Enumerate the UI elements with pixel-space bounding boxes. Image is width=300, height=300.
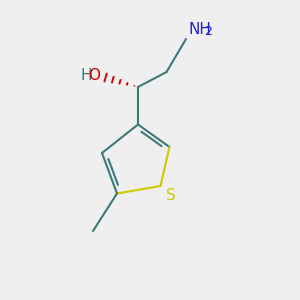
Text: 2: 2: [204, 25, 212, 38]
Text: H: H: [81, 68, 92, 83]
Text: NH: NH: [188, 22, 211, 37]
Text: S: S: [166, 188, 176, 203]
Text: O: O: [88, 68, 101, 83]
